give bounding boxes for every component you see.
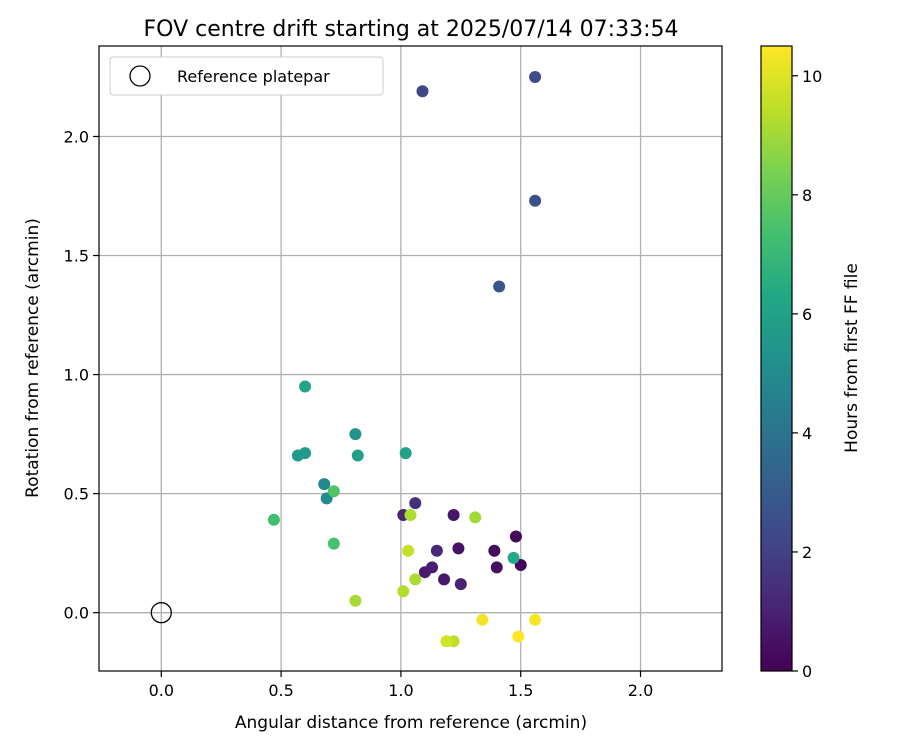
scatter-point <box>452 542 465 555</box>
scatter-point <box>507 551 520 564</box>
scatter-point <box>430 544 443 557</box>
scatter-point <box>426 561 439 574</box>
scatter-point <box>488 544 501 557</box>
scatter-point <box>397 585 410 598</box>
plot-frame <box>98 45 723 672</box>
data-points <box>267 70 542 648</box>
x-tick-label: 1.0 <box>388 681 413 700</box>
scatter-point <box>299 380 312 393</box>
scatter-point <box>318 478 331 491</box>
colorbar-tick-label: 4 <box>802 424 812 443</box>
scatter-point <box>327 485 340 498</box>
scatter-point <box>399 447 412 460</box>
legend-box <box>109 56 384 96</box>
scatter-point <box>327 537 340 550</box>
scatter-point <box>349 594 362 607</box>
colorbar-label: Hours from first FF file <box>842 263 862 453</box>
y-tick-label: 0.5 <box>64 485 89 504</box>
reference-platepar-marker <box>150 602 172 624</box>
legend: Reference platepar <box>109 56 384 96</box>
scatter-point <box>299 447 312 460</box>
scatter-point <box>409 573 422 586</box>
reference-marker-layer <box>150 602 172 624</box>
scatter-point <box>469 511 482 524</box>
x-tick-label: 0.0 <box>149 681 174 700</box>
y-tick-label: 0.0 <box>64 604 89 623</box>
x-axis-label: Angular distance from reference (arcmin) <box>235 713 587 733</box>
scatter-point <box>416 85 429 98</box>
x-tick-label: 0.5 <box>268 681 293 700</box>
grid-lines <box>99 46 722 671</box>
colorbar-gradient <box>760 45 793 672</box>
x-axis-ticks: 0.0 0.5 1.0 1.5 2.0 <box>149 671 653 700</box>
scatter-point <box>349 428 362 441</box>
colorbar: 0 2 4 6 8 10 Hours from first FF file <box>760 45 862 681</box>
scatter-point <box>493 280 506 293</box>
scatter-point <box>529 613 542 626</box>
scatter-point <box>512 630 525 643</box>
colorbar-tick-label: 10 <box>802 67 822 86</box>
scatter-point <box>529 194 542 207</box>
scatter-point <box>490 561 503 574</box>
x-tick-label: 2.0 <box>628 681 653 700</box>
x-tick-label: 1.5 <box>508 681 533 700</box>
scatter-point <box>454 578 467 591</box>
legend-entry: Reference platepar <box>177 67 330 86</box>
scatter-point <box>351 449 364 462</box>
colorbar-ticks: 0 2 4 6 8 10 <box>792 67 822 681</box>
colorbar-tick-label: 0 <box>802 662 812 681</box>
y-tick-label: 1.5 <box>64 247 89 266</box>
colorbar-tick-label: 8 <box>802 186 812 205</box>
scatter-point <box>402 544 415 557</box>
y-tick-label: 2.0 <box>64 127 89 146</box>
scatter-point <box>509 530 522 543</box>
scatter-point <box>409 497 422 510</box>
y-tick-label: 1.0 <box>64 366 89 385</box>
chart-title: FOV centre drift starting at 2025/07/14 … <box>144 17 679 42</box>
y-axis-ticks: 0.0 0.5 1.0 1.5 2.0 <box>64 127 99 623</box>
scatter-point <box>476 613 489 626</box>
y-axis-label: Rotation from reference (arcmin) <box>23 218 43 498</box>
scatter-point <box>440 635 453 648</box>
scatter-point <box>438 573 451 586</box>
scatter-point <box>404 509 417 522</box>
legend-marker-icon <box>129 65 151 87</box>
colorbar-tick-label: 2 <box>802 543 812 562</box>
scatter-point <box>267 513 280 526</box>
scatter-point <box>447 509 460 522</box>
scatter-point <box>529 70 542 83</box>
colorbar-tick-label: 6 <box>802 305 812 324</box>
